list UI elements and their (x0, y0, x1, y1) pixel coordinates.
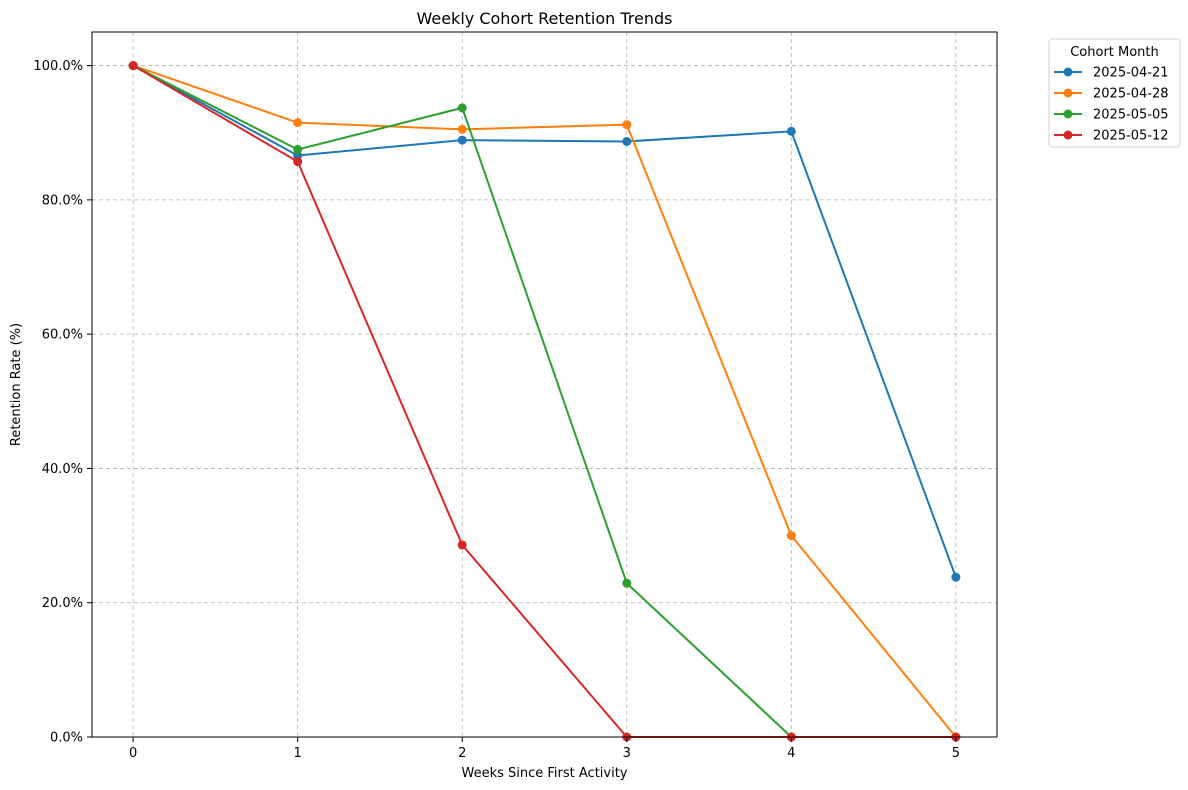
y-axis-title: Retention Rate (%) (9, 323, 24, 446)
data-point (293, 118, 303, 128)
series-line (132, 64, 957, 578)
legend-label: 2025-05-05 (1093, 108, 1169, 123)
legend-marker (1063, 109, 1073, 119)
y-tick-label: 40.0% (42, 462, 83, 477)
y-tick-label: 80.0% (42, 193, 83, 208)
legend-item: 2025-04-28 (1054, 87, 1169, 102)
data-point (622, 136, 632, 146)
legend: Cohort Month 2025-04-21 2025-04-28 2025-05-… (1048, 38, 1181, 148)
legend-marker (1063, 130, 1073, 140)
legend-item: 2025-05-12 (1054, 129, 1169, 144)
y-tick-label: 20.0% (42, 596, 83, 611)
y-tick-label: 60.0% (42, 328, 83, 343)
y-tick-label: 0.0% (50, 731, 83, 746)
x-tick-label: 3 (623, 746, 631, 761)
grid (92, 32, 997, 738)
chart-title: Weekly Cohort Retention Trends (416, 9, 672, 28)
data-point (457, 124, 467, 134)
legend-label: 2025-04-28 (1093, 87, 1169, 102)
legend-title: Cohort Month (1070, 45, 1159, 60)
plot-frame (91, 31, 998, 738)
legend-item: 2025-04-21 (1054, 66, 1169, 81)
x-tick-label: 1 (294, 746, 302, 761)
x-axis-title: Weeks Since First Activity (461, 766, 627, 781)
series-line (132, 64, 956, 738)
data-point (622, 120, 632, 130)
legend-label: 2025-05-12 (1093, 129, 1169, 144)
series-line (132, 64, 956, 738)
axes: 0 1 2 3 4 5 0.0% 20.0% 40.0% 60.0% 80.0% 100.0% (33, 31, 998, 761)
data-point (786, 126, 796, 136)
series-2025-05-12 (128, 61, 961, 742)
data-point (457, 103, 467, 113)
data-point (293, 157, 303, 167)
data-point (293, 145, 303, 154)
legend-label: 2025-04-21 (1093, 66, 1169, 81)
series-2025-05-05 (128, 61, 961, 742)
series-2025-04-21 (128, 61, 961, 582)
x-tick-label: 2 (458, 746, 466, 761)
x-tick-label: 4 (787, 746, 795, 761)
data-point (457, 135, 467, 145)
legend-item: 2025-05-05 (1054, 108, 1169, 123)
series-2025-04-28 (128, 61, 961, 742)
y-tick-label: 100.0% (33, 59, 83, 74)
data-point (128, 61, 138, 71)
legend-marker (1063, 88, 1073, 98)
series-line (132, 64, 957, 738)
x-tick-label: 0 (129, 746, 137, 761)
data-point (457, 540, 467, 550)
data-point (622, 578, 632, 588)
data-point (951, 572, 961, 582)
legend-marker (1063, 67, 1073, 77)
legend-frame (1048, 38, 1181, 148)
series-layer (128, 61, 961, 742)
data-point (786, 531, 796, 541)
x-tick-label: 5 (952, 746, 960, 761)
